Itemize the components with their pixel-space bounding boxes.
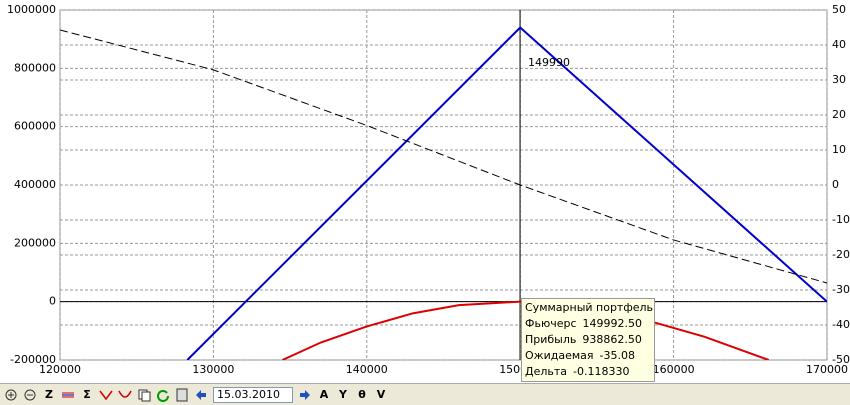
y-tick-label: 600000 (14, 120, 56, 133)
chart: 149990 -200000 0 200000 400000 600000 800000 1… (7, 3, 850, 376)
tooltip-title: Суммарный портфель (525, 301, 654, 314)
lines-button[interactable] (61, 388, 75, 402)
tool-button[interactable]: A (319, 388, 329, 401)
y-tick-label: 1000000 (7, 3, 56, 16)
tooltip-row: Ожидаемая -35.08 (525, 348, 651, 364)
tool-button[interactable]: V (376, 388, 386, 401)
y2-tick-label: 10 (832, 143, 846, 156)
series (60, 26, 827, 360)
tool-button[interactable]: Z (45, 388, 53, 401)
tooltip-row: Дельта -0.118330 (525, 364, 651, 380)
tooltip-value: -35.08 (599, 349, 635, 362)
tooltip-value: -0.118330 (573, 365, 630, 378)
tooltip-value: 938862.50 (582, 333, 642, 346)
tooltip-row: Фьючерс 149992.50 (525, 316, 651, 332)
y2-tick-label: -30 (832, 283, 850, 296)
tooltip-label: Дельта (525, 365, 568, 378)
tooltip-label: Прибыль (525, 333, 577, 346)
crosshair-label: 149990 (528, 56, 570, 69)
curve-button[interactable] (99, 388, 113, 402)
y-tick-label: 0 (49, 295, 56, 308)
zoom-out[interactable] (23, 388, 37, 402)
y-tick-label: -200000 (10, 353, 56, 366)
x-tick-label: 160000 (653, 363, 695, 376)
tool-button[interactable]: θ (358, 388, 366, 401)
zoom-in[interactable] (4, 388, 18, 402)
y2-tick-label: -50 (832, 353, 850, 366)
series-line (60, 29, 827, 284)
x-tick-label: 170000 (806, 363, 848, 376)
y-tick-label: 800000 (14, 61, 56, 74)
y-tick-label: 400000 (14, 178, 56, 191)
refresh-button[interactable] (156, 388, 170, 402)
toolbar: Z Σ 15.03.2010 A Y θ V (0, 383, 850, 405)
tooltip: Суммарный портфель Фьючерс 149992.50 Прибыл… (521, 298, 655, 382)
forward-button[interactable] (298, 388, 312, 402)
back-button[interactable] (194, 388, 208, 402)
tooltip-row: Прибыль 938862.50 (525, 332, 651, 348)
calc-button[interactable] (175, 388, 189, 402)
tool-button[interactable]: Y (339, 388, 347, 401)
x-tick-label: 130000 (192, 363, 234, 376)
y2-tick-label: 30 (832, 73, 846, 86)
y2-tick-label: 40 (832, 38, 846, 51)
tooltip-value: 149992.50 (582, 317, 643, 330)
y2-tick-label: -10 (832, 213, 850, 226)
y2-tick-label: 0 (832, 178, 839, 191)
tooltip-label: Ожидаемая (525, 349, 594, 362)
y2-tick-label: 20 (832, 108, 846, 121)
series-line (282, 300, 770, 360)
copy-button[interactable] (137, 388, 151, 402)
x-tick-label: 120000 (39, 363, 81, 376)
date-picker[interactable]: 15.03.2010 (213, 386, 293, 403)
x-tick-label: 140000 (346, 363, 388, 376)
y2-tick-label: 50 (832, 3, 846, 16)
curve-button[interactable] (118, 388, 132, 402)
y2-tick-label: -40 (832, 318, 850, 331)
tooltip-label: Фьючерс (525, 317, 577, 330)
y-tick-label: 200000 (14, 236, 56, 249)
series-line (186, 26, 827, 360)
tool-button[interactable]: Σ (83, 388, 91, 401)
y2-tick-label: -20 (832, 248, 850, 261)
